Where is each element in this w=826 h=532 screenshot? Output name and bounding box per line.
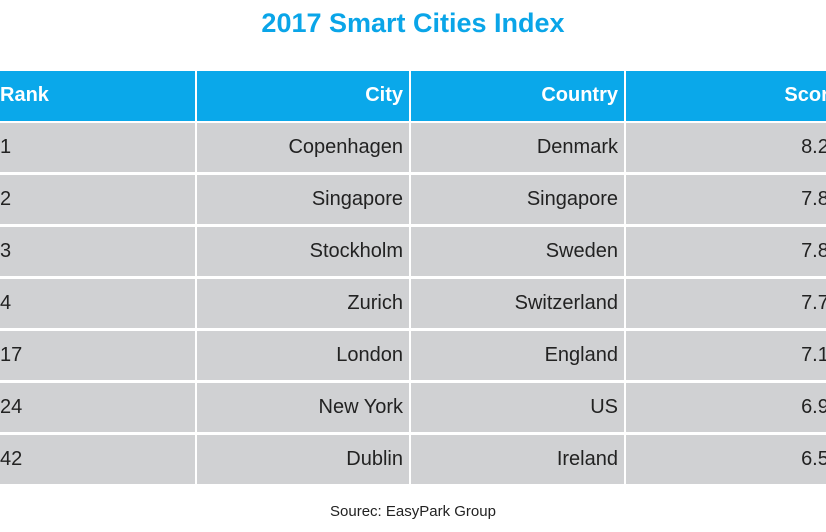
city-cell: Singapore [197, 175, 409, 224]
country-cell: England [411, 331, 624, 380]
table-row: 42 Dublin Ireland 6.59 [0, 435, 826, 487]
city-cell: Dublin [197, 435, 409, 484]
table-header-row: Rank City Country Score [0, 71, 826, 123]
column-header-rank: Rank [0, 71, 195, 121]
country-cell: Denmark [411, 123, 624, 172]
rank-cell: 3 [0, 227, 195, 276]
table-row: 3 Stockholm Sweden 7.82 [0, 227, 826, 279]
score-cell: 7.75 [626, 279, 826, 328]
rank-cell: 24 [0, 383, 195, 432]
rank-cell: 17 [0, 331, 195, 380]
score-cell: 6.59 [626, 435, 826, 484]
city-cell: London [197, 331, 409, 380]
city-cell: Copenhagen [197, 123, 409, 172]
table-row: 4 Zurich Switzerland 7.75 [0, 279, 826, 331]
table-row: 1 Copenhagen Denmark 8.24 [0, 123, 826, 175]
country-cell: Sweden [411, 227, 624, 276]
table-row: 2 Singapore Singapore 7.83 [0, 175, 826, 227]
score-cell: 7.83 [626, 175, 826, 224]
smart-cities-table: Rank City Country Score 1 Copenhagen Den… [0, 71, 826, 487]
rank-cell: 4 [0, 279, 195, 328]
city-cell: New York [197, 383, 409, 432]
column-header-score: Score [626, 71, 826, 121]
source-note: Sourec: EasyPark Group [330, 503, 496, 520]
country-cell: Ireland [411, 435, 624, 484]
rank-cell: 42 [0, 435, 195, 484]
table-row: 17 London England 7.18 [0, 331, 826, 383]
rank-cell: 2 [0, 175, 195, 224]
column-header-city: City [197, 71, 409, 121]
chart-title: 2017 Smart Cities Index [261, 8, 565, 38]
column-header-country: Country [411, 71, 624, 121]
table-row: 24 New York US 6.99 [0, 383, 826, 435]
country-cell: Singapore [411, 175, 624, 224]
score-cell: 8.24 [626, 123, 826, 172]
score-cell: 6.99 [626, 383, 826, 432]
country-cell: US [411, 383, 624, 432]
score-cell: 7.82 [626, 227, 826, 276]
city-cell: Zurich [197, 279, 409, 328]
score-cell: 7.18 [626, 331, 826, 380]
country-cell: Switzerland [411, 279, 624, 328]
city-cell: Stockholm [197, 227, 409, 276]
rank-cell: 1 [0, 123, 195, 172]
